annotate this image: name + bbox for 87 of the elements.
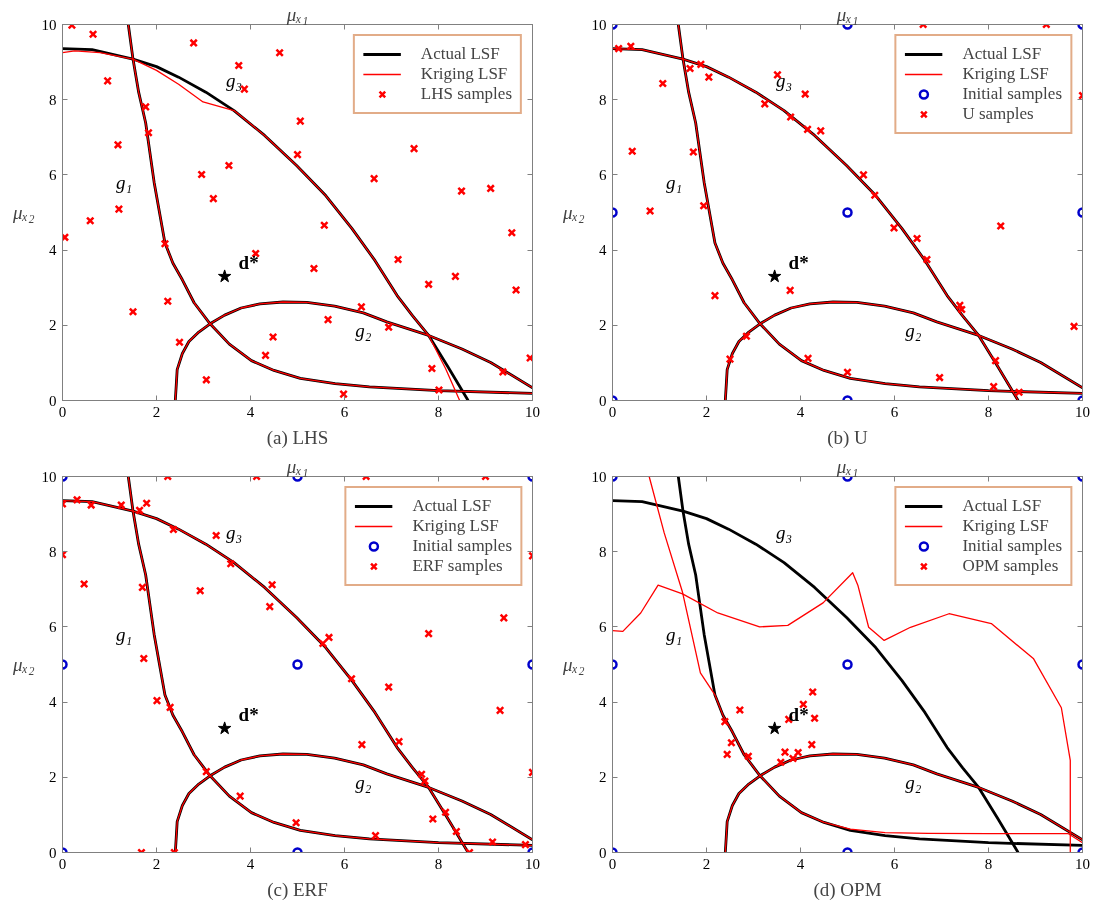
annotation: g₁ bbox=[666, 623, 683, 645]
y-tick-label: 8 bbox=[49, 91, 57, 108]
y-tick-label: 4 bbox=[49, 694, 57, 711]
text: (a) LHS bbox=[266, 426, 329, 449]
legend-label: Initial samples bbox=[412, 536, 512, 556]
legend-label: Kriging LSF bbox=[962, 64, 1049, 84]
annotation: g₃ bbox=[226, 522, 243, 544]
x-tick-label: 2 bbox=[702, 403, 711, 420]
annotation: g₃ bbox=[776, 70, 793, 92]
legend-label: LHS samples bbox=[420, 84, 512, 104]
annotation: g₁ bbox=[116, 171, 133, 193]
x-axis-title: μₓ₁ bbox=[285, 3, 309, 25]
x-tick-label: 4 bbox=[796, 403, 805, 420]
y-tick-label: 10 bbox=[41, 468, 57, 485]
x-tick-label: 10 bbox=[525, 855, 540, 872]
y-axis-title: μₓ₂ bbox=[11, 202, 35, 223]
x-axis-title: μₓ₁ bbox=[835, 455, 859, 477]
legend-label: OPM samples bbox=[962, 556, 1059, 576]
text: (d) OPM bbox=[813, 878, 882, 901]
y-tick-label: 6 bbox=[599, 618, 607, 635]
text: (c) ERF bbox=[267, 878, 328, 901]
x-tick-label: 6 bbox=[890, 403, 899, 420]
legend-label: Actual LSF bbox=[420, 44, 500, 64]
y-tick-label: 0 bbox=[49, 844, 57, 861]
y-tick-label: 6 bbox=[49, 618, 57, 635]
annotation: d* bbox=[788, 703, 809, 725]
annotation: g₂ bbox=[905, 772, 922, 794]
y-tick-label: 2 bbox=[49, 769, 57, 786]
y-tick-label: 10 bbox=[591, 16, 607, 33]
legend-label: ERF samples bbox=[412, 556, 503, 576]
x-tick-label: 8 bbox=[434, 403, 443, 420]
x-tick-label: 8 bbox=[984, 855, 993, 872]
y-tick-label: 0 bbox=[49, 392, 57, 409]
y-tick-label: 8 bbox=[49, 543, 57, 560]
x-tick-label: 8 bbox=[984, 403, 993, 420]
x-tick-label: 2 bbox=[702, 855, 711, 872]
legend-label: U samples bbox=[962, 104, 1034, 124]
annotation: d* bbox=[788, 251, 809, 273]
annotation: g₃ bbox=[776, 522, 793, 544]
x-tick-label: 6 bbox=[340, 403, 349, 420]
legend-label: Initial samples bbox=[962, 84, 1062, 104]
x-tick-label: 4 bbox=[246, 403, 255, 420]
x-tick-label: 8 bbox=[434, 855, 443, 872]
y-tick-label: 2 bbox=[49, 317, 57, 334]
text: (b) U bbox=[827, 426, 869, 449]
x-tick-label: 10 bbox=[1075, 855, 1090, 872]
y-tick-label: 4 bbox=[599, 694, 607, 711]
annotation: g₂ bbox=[355, 320, 372, 342]
legend-label: Kriging LSF bbox=[420, 64, 508, 84]
y-tick-label: 6 bbox=[49, 166, 57, 183]
annotation: g₂ bbox=[905, 320, 922, 342]
legend-label: Kriging LSF bbox=[962, 516, 1049, 536]
y-tick-label: 2 bbox=[599, 317, 607, 334]
y-tick-label: 6 bbox=[599, 166, 607, 183]
x-tick-label: 4 bbox=[796, 855, 805, 872]
y-tick-label: 0 bbox=[599, 392, 607, 409]
annotation: g₁ bbox=[116, 623, 133, 645]
y-axis-title: μₓ₂ bbox=[11, 654, 35, 675]
y-axis-title: μₓ₂ bbox=[561, 654, 585, 675]
x-axis-title: μₓ₁ bbox=[835, 3, 859, 25]
annotation: g₂ bbox=[355, 772, 372, 794]
annotation: d* bbox=[238, 703, 259, 725]
x-axis-title: μₓ₁ bbox=[285, 455, 309, 477]
annotation: d* bbox=[238, 251, 259, 273]
legend-label: Initial samples bbox=[962, 536, 1062, 556]
y-tick-label: 0 bbox=[599, 844, 607, 861]
annotation: g₃ bbox=[226, 70, 243, 92]
x-tick-label: 2 bbox=[152, 403, 161, 420]
y-tick-label: 8 bbox=[599, 543, 607, 560]
legend-label: Actual LSF bbox=[412, 496, 492, 516]
x-tick-label: 10 bbox=[1075, 403, 1090, 420]
y-tick-label: 4 bbox=[49, 242, 57, 259]
legend-label: Kriging LSF bbox=[412, 516, 499, 536]
x-tick-label: 6 bbox=[890, 855, 899, 872]
x-tick-label: 10 bbox=[525, 403, 540, 420]
x-tick-label: 6 bbox=[340, 855, 349, 872]
y-tick-label: 10 bbox=[41, 16, 57, 33]
x-tick-label: 2 bbox=[152, 855, 161, 872]
y-tick-label: 8 bbox=[599, 91, 607, 108]
y-tick-label: 2 bbox=[599, 769, 607, 786]
y-tick-label: 4 bbox=[599, 242, 607, 259]
x-tick-label: 4 bbox=[246, 855, 255, 872]
y-axis-title: μₓ₂ bbox=[561, 202, 585, 223]
annotation: g₁ bbox=[666, 171, 683, 193]
legend-label: Actual LSF bbox=[962, 496, 1042, 516]
y-tick-label: 10 bbox=[591, 468, 607, 485]
legend-label: Actual LSF bbox=[962, 44, 1042, 64]
